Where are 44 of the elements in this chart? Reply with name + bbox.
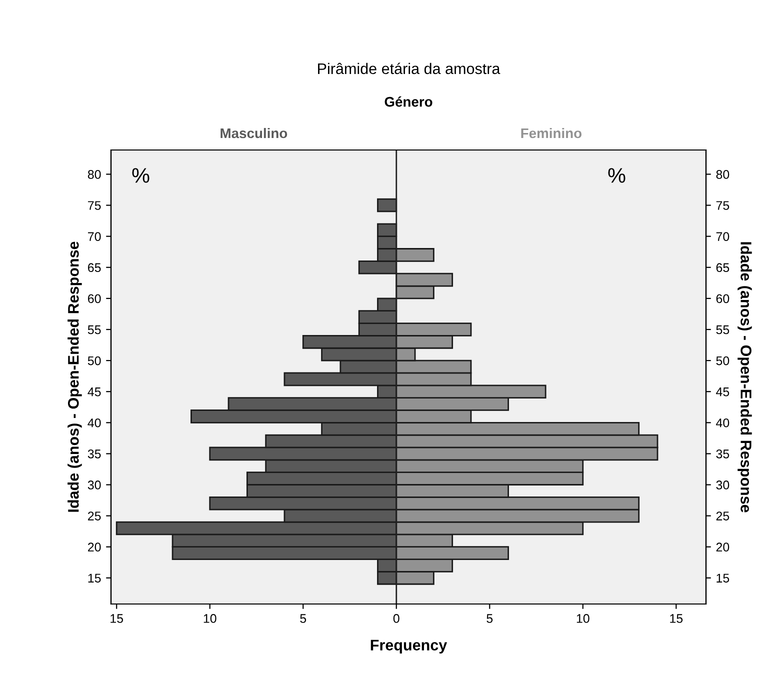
x-tick-label: 5 — [486, 614, 493, 623]
y2-tick-label: 20 — [716, 542, 730, 552]
chart-subtitle: Género — [384, 96, 432, 107]
y2-tick-label: 65 — [716, 263, 730, 272]
annotation: % — [132, 168, 150, 183]
y-tick-label: 25 — [88, 512, 101, 520]
y2-tick-label: 30 — [716, 480, 730, 490]
y-tick-label: 60 — [88, 294, 101, 304]
y-axis-title: Idade (anos) - Open-Ended Response — [68, 242, 82, 512]
y2-tick-label: 60 — [716, 294, 730, 304]
y2-tick-label: 55 — [716, 325, 730, 334]
y2-tick-label: 35 — [716, 450, 730, 458]
x-tick-label: 15 — [110, 614, 124, 623]
x-axis-title: Frequency — [370, 640, 448, 654]
y-tick-label: 30 — [88, 480, 101, 490]
y2-tick-label: 45 — [716, 388, 730, 396]
y-tick-label: 20 — [88, 542, 101, 552]
text: Masculino — [220, 128, 288, 138]
annotation: % — [608, 168, 626, 183]
x-tick-label: 10 — [204, 614, 216, 623]
chart-title: Pirâmide etária da amostra — [318, 62, 500, 74]
y2-tick-label: 70 — [716, 232, 730, 241]
text: Feminino — [521, 128, 582, 138]
y-tick-label: 70 — [88, 232, 101, 241]
y-tick-label: 40 — [88, 418, 101, 428]
y2-axis-title: Idade (anos) - Open-Ended Response — [738, 242, 752, 512]
y2-tick-label: 40 — [716, 418, 730, 428]
y2-tick-label: 80 — [716, 170, 730, 179]
y-tick-label: 80 — [88, 170, 101, 179]
y-tick-label: 35 — [88, 450, 101, 458]
y2-tick-label: 25 — [716, 512, 730, 520]
x-tick-label: 15 — [670, 614, 683, 623]
y-tick-label: 55 — [88, 325, 101, 334]
y-tick-label: 15 — [88, 574, 101, 583]
y-tick-label: 75 — [88, 201, 101, 210]
y-tick-label: 65 — [88, 263, 101, 272]
y-tick-label: 45 — [88, 388, 101, 396]
y2-tick-label: 50 — [716, 356, 730, 366]
x-tick-label: 5 — [300, 614, 306, 623]
x-tick-label: 10 — [576, 614, 590, 623]
y2-tick-label: 15 — [716, 574, 730, 583]
x-tick-label: 0 — [393, 614, 400, 623]
y-tick-label: 50 — [88, 356, 101, 366]
y2-tick-label: 75 — [716, 201, 730, 210]
